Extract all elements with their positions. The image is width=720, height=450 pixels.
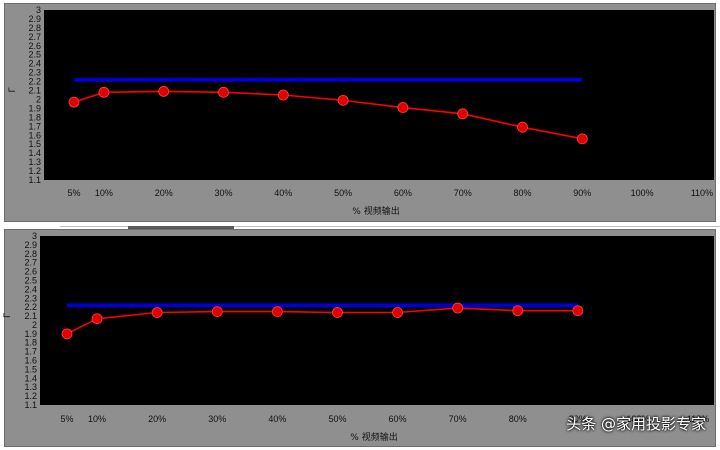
y-tick-label: 2.4 bbox=[24, 284, 37, 294]
y-tick-label: 2.8 bbox=[24, 249, 37, 259]
data-point bbox=[457, 108, 469, 120]
y-tick-label: 2.3 bbox=[28, 68, 41, 78]
data-point bbox=[91, 313, 103, 325]
y-tick-label: 1.4 bbox=[24, 373, 37, 383]
measured-gamma-line bbox=[73, 90, 583, 140]
y-tick-label: 2.5 bbox=[24, 275, 37, 285]
y-tick-label: 1.8 bbox=[24, 338, 37, 348]
y-tick-label: 1.4 bbox=[28, 148, 41, 158]
y-tick-label: 1.6 bbox=[24, 356, 37, 366]
data-point bbox=[512, 305, 524, 317]
x-tick-label: 50% bbox=[328, 414, 346, 424]
y-tick-label: 1.2 bbox=[24, 391, 37, 401]
data-point bbox=[397, 102, 409, 113]
y-tick-label: 2.6 bbox=[28, 41, 41, 51]
y-tick-label: 2.2 bbox=[24, 302, 37, 312]
x-tick-label: 90% bbox=[569, 414, 587, 424]
y-tick-label: 1.6 bbox=[28, 130, 41, 140]
y-axis-label: Γ bbox=[8, 87, 18, 92]
y-tick-label: 2.7 bbox=[28, 32, 41, 42]
x-tick-label: 110% bbox=[687, 414, 709, 424]
y-tick-label: 2.1 bbox=[24, 311, 37, 321]
y-tick-label: 1.3 bbox=[28, 157, 41, 167]
x-tick-label: 20% bbox=[148, 414, 166, 424]
y-tick-label: 2 bbox=[36, 94, 41, 104]
x-tick-label: 100% bbox=[631, 188, 654, 198]
y-tick-label: 3 bbox=[36, 5, 41, 15]
data-point bbox=[218, 86, 229, 98]
y-tick-label: 1.9 bbox=[28, 103, 41, 113]
y-tick-label: 2.4 bbox=[28, 59, 41, 69]
y-tick-label: 2.9 bbox=[28, 14, 41, 24]
watermark: 头条 @家用投影专家 bbox=[566, 415, 706, 433]
y-tick-label: 1.3 bbox=[24, 382, 37, 392]
data-point bbox=[158, 86, 170, 97]
data-point bbox=[452, 302, 464, 314]
x-tick-label: 60% bbox=[394, 188, 412, 198]
x-tick-label: 70% bbox=[454, 188, 472, 198]
y-tick-label: 1.8 bbox=[28, 112, 41, 122]
data-point bbox=[68, 96, 80, 108]
x-tick-label: 100% bbox=[626, 414, 649, 424]
data-point bbox=[61, 328, 73, 340]
x-tick-label: 80% bbox=[513, 188, 531, 198]
x-tick-label: 50% bbox=[334, 188, 352, 198]
data-point bbox=[211, 306, 223, 318]
data-point bbox=[151, 307, 163, 318]
data-point bbox=[98, 86, 110, 98]
x-tick-label: 40% bbox=[274, 188, 292, 198]
y-tick-label: 2.6 bbox=[24, 267, 37, 277]
divider-scroll-thumb bbox=[128, 226, 234, 229]
data-point bbox=[337, 94, 349, 106]
y-tick-label: 2.7 bbox=[24, 258, 37, 268]
x-tick-label: 30% bbox=[208, 414, 226, 424]
y-tick-label: 2.5 bbox=[28, 50, 41, 60]
x-tick-label: 110% bbox=[691, 188, 713, 198]
data-point bbox=[332, 307, 343, 318]
x-tick-label: 20% bbox=[155, 188, 173, 198]
x-tick-label: 80% bbox=[509, 414, 527, 424]
y-tick-label: 1.9 bbox=[24, 329, 37, 339]
x-tick-label: 40% bbox=[268, 414, 286, 424]
x-tick-label: 5% bbox=[67, 188, 80, 198]
x-tick-label: 10% bbox=[88, 414, 106, 424]
data-point bbox=[517, 121, 528, 133]
x-tick-label: 70% bbox=[449, 414, 467, 424]
x-tick-label: 60% bbox=[389, 414, 407, 424]
y-tick-label: 2.9 bbox=[24, 240, 37, 250]
y-tick-label: 1.2 bbox=[28, 166, 41, 176]
y-tick-label: 1.7 bbox=[28, 121, 41, 131]
divider-line bbox=[60, 226, 720, 227]
data-point bbox=[271, 306, 283, 318]
data-point bbox=[277, 89, 289, 101]
x-axis-label: % 视频输出 bbox=[352, 205, 399, 217]
data-point bbox=[392, 307, 403, 318]
x-tick-label: 30% bbox=[214, 188, 232, 198]
y-tick-label: 2.2 bbox=[28, 77, 41, 87]
y-tick-label: 1.1 bbox=[24, 400, 37, 410]
y-tick-label: 2.1 bbox=[28, 86, 41, 96]
y-tick-label: 2 bbox=[32, 320, 37, 330]
y-tick-label: 2.8 bbox=[28, 23, 41, 33]
plot-area bbox=[40, 236, 714, 405]
panel-divider bbox=[0, 223, 720, 228]
x-tick-label: 10% bbox=[95, 188, 113, 198]
x-axis-label: % 视频输出 bbox=[350, 431, 397, 443]
y-tick-label: 1.5 bbox=[24, 364, 37, 374]
y-tick-label: 1.5 bbox=[28, 139, 41, 149]
measured-gamma-line bbox=[66, 307, 578, 335]
data-point bbox=[572, 305, 584, 317]
plot-area bbox=[44, 10, 714, 180]
y-tick-label: 1.7 bbox=[24, 347, 37, 357]
data-point bbox=[576, 133, 588, 145]
y-tick-label: 2.3 bbox=[24, 293, 37, 303]
y-axis-label: Γ bbox=[3, 313, 13, 318]
x-tick-label: 90% bbox=[573, 188, 591, 198]
y-tick-label: 3 bbox=[32, 231, 37, 241]
y-tick-label: 1.1 bbox=[28, 175, 41, 185]
x-tick-label: 5% bbox=[60, 414, 73, 424]
